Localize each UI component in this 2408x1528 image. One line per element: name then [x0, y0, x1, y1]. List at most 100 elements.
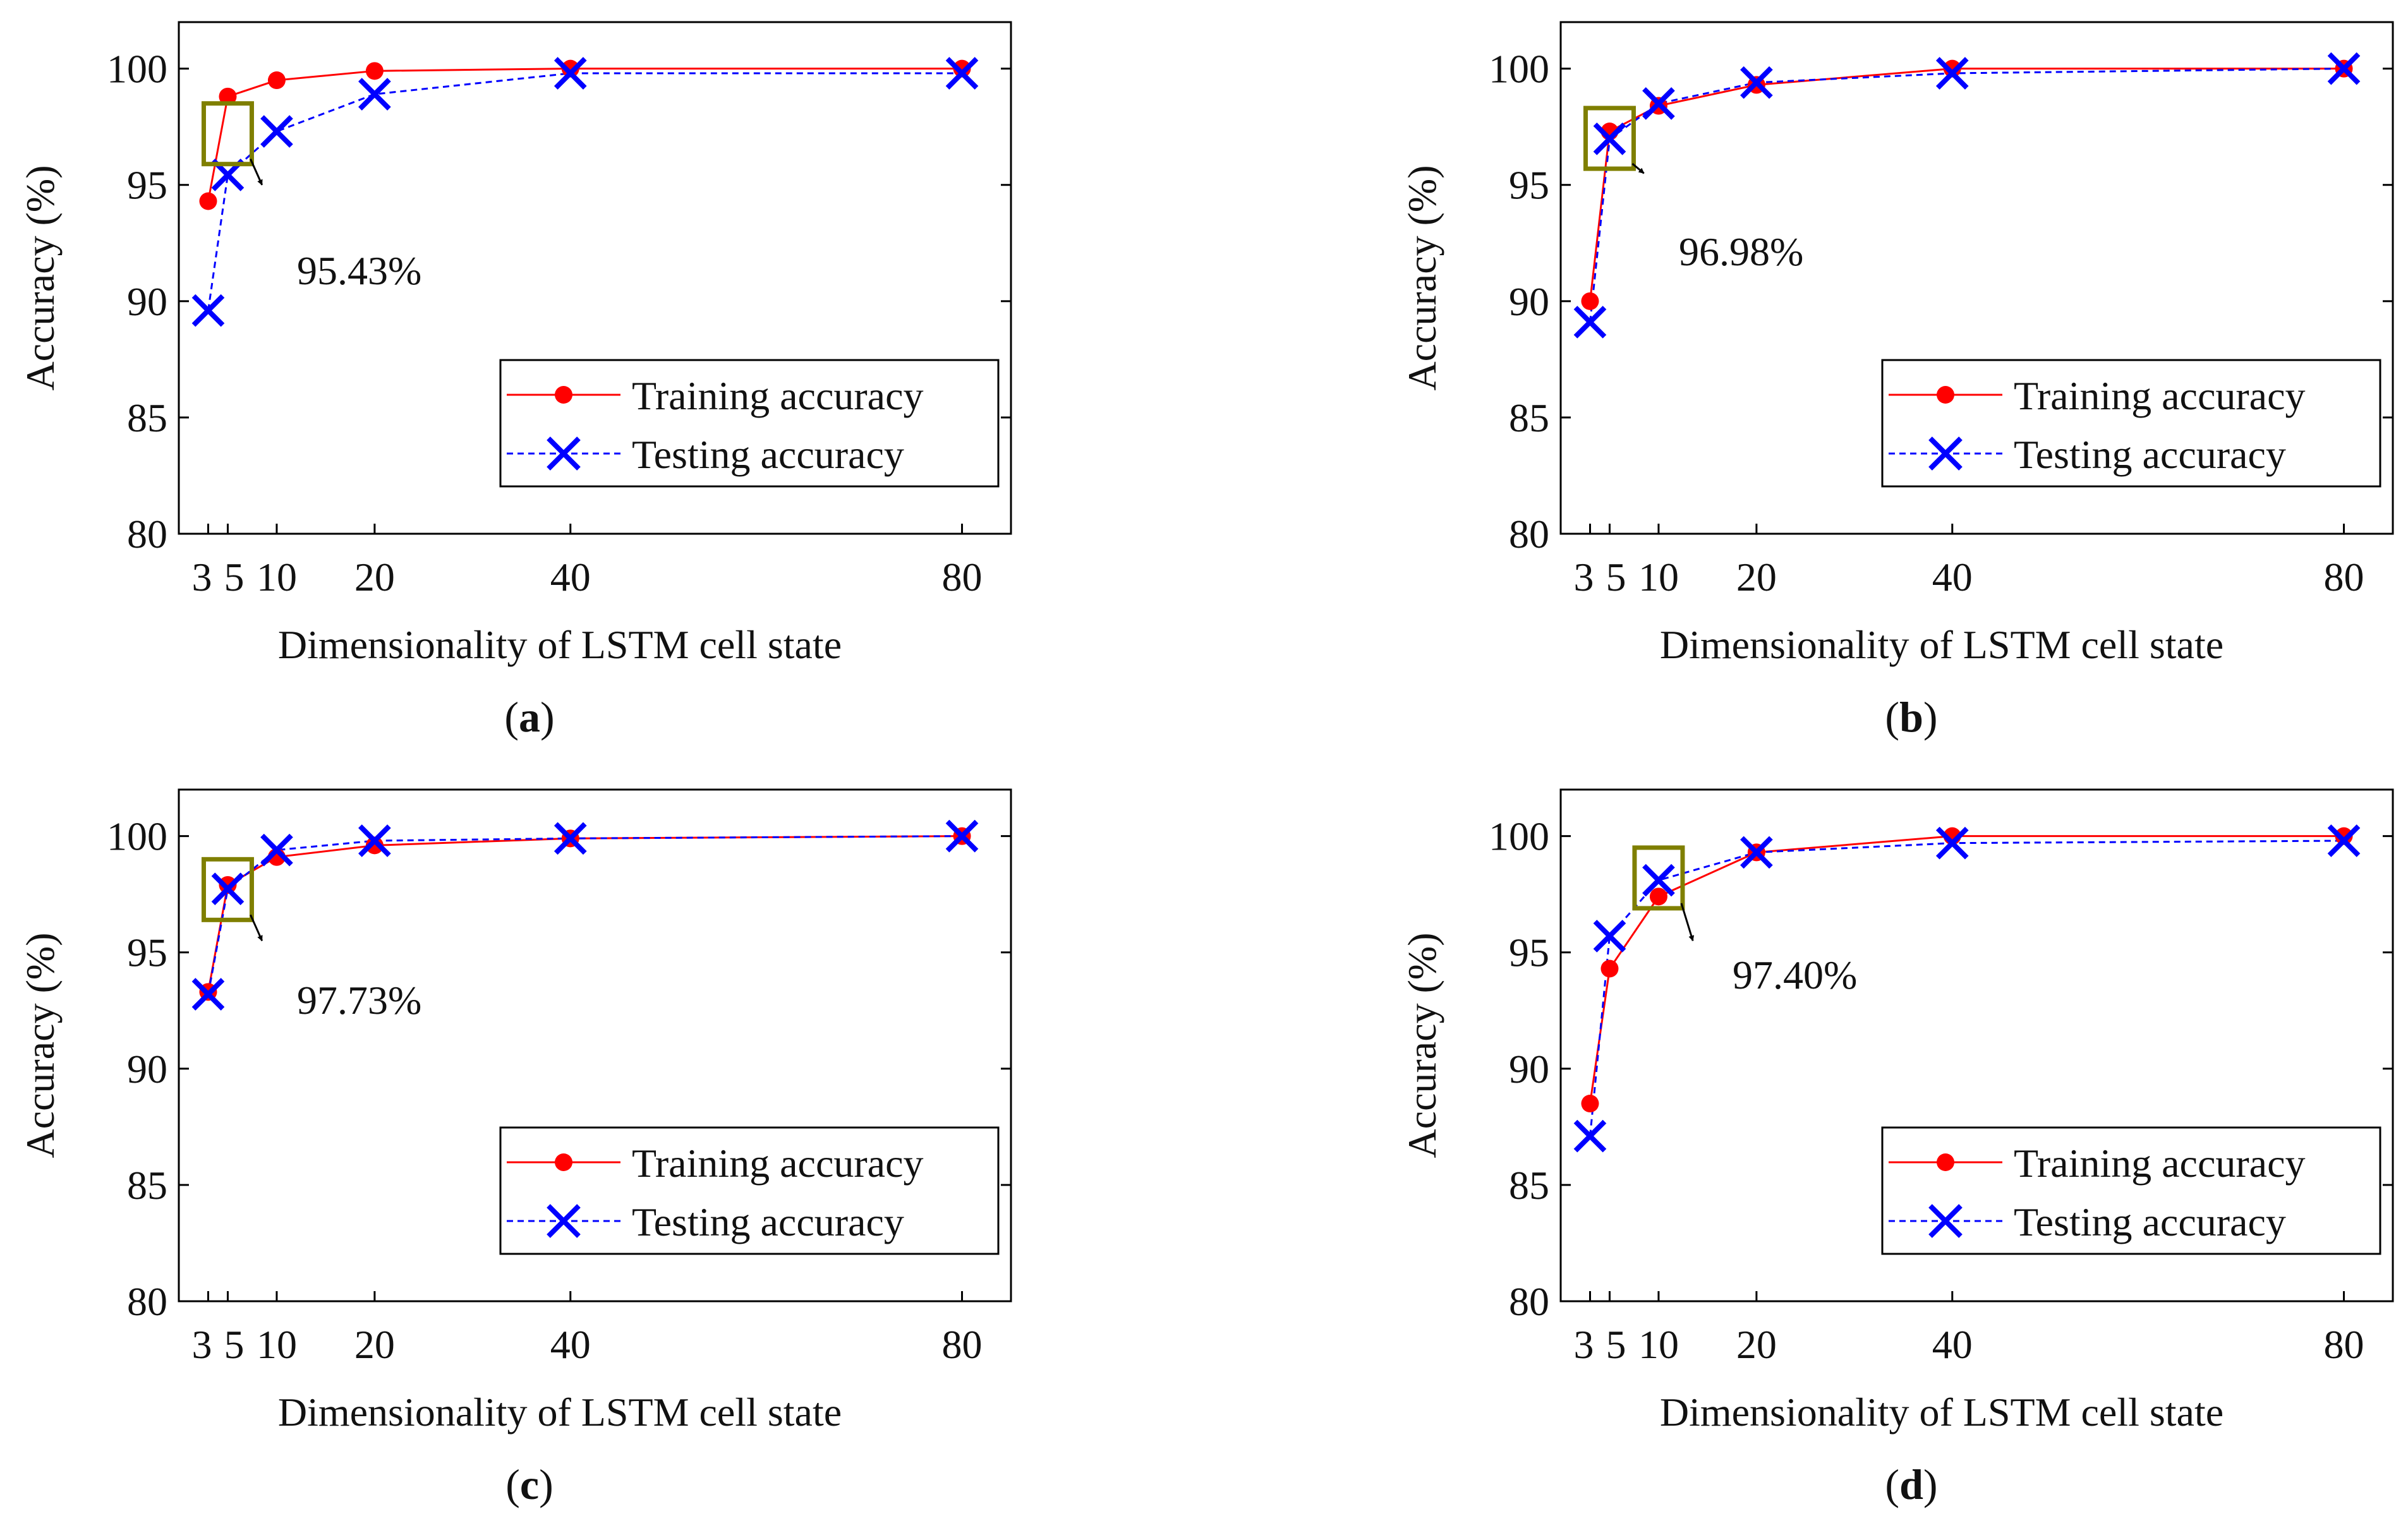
plot-layer-a: 80 85 90 95 100 3 5 10 20 40 80 — [107, 21, 1012, 599]
y-axis-label-a: Accuracy (%) — [18, 165, 63, 390]
x-tick-label-a-40: 40 — [550, 555, 591, 599]
testing-point-d-40 — [1935, 826, 1969, 860]
x-tick-label-b-40: 40 — [1932, 555, 1973, 599]
plot-layer-c: 80 85 90 95 100 3 5 10 20 40 80 — [107, 788, 1012, 1367]
y-tick-label-a-90: 90 — [127, 279, 167, 324]
legend-box-c — [499, 1126, 1000, 1255]
training-point-c-5 — [219, 875, 237, 894]
panel-b: 80 85 90 95 100 3 5 10 20 40 80 Accuracy (%) Dimen… — [1400, 21, 2394, 741]
series-line-training-d — [1588, 835, 2344, 1104]
legend-label-training-d: Training accuracy — [2014, 1141, 2305, 1186]
y-tick-label-b-100: 100 — [1489, 47, 1549, 92]
testing-point-c-10 — [260, 833, 293, 867]
series-line-training-b — [1588, 68, 2344, 301]
training-point-b-3 — [1581, 292, 1599, 310]
testing-point-a-10 — [260, 115, 293, 148]
training-point-a-5 — [219, 87, 237, 105]
y-tick-label-b-80: 80 — [1509, 512, 1549, 556]
x-axis-label-a: Dimensionality of LSTM cell state — [278, 622, 842, 667]
x-tick-label-d-5: 5 — [1606, 1322, 1626, 1367]
testing-point-d-80 — [2327, 824, 2361, 857]
series-line-testing-d — [1588, 839, 2344, 1136]
y-tick-label-a-80: 80 — [127, 512, 167, 556]
training-point-a-10 — [267, 71, 286, 90]
training-point-a-80 — [953, 59, 971, 78]
testing-point-b-3 — [1573, 306, 1607, 339]
testing-point-b-20 — [1740, 66, 1773, 99]
y-tick-label-d-85: 85 — [1509, 1163, 1549, 1208]
testing-point-c-80 — [945, 819, 979, 853]
plot-layer-b: 80 85 90 95 100 3 5 10 20 40 80 — [1489, 21, 2394, 599]
testing-point-c-5 — [211, 872, 245, 906]
caption-d: (d) — [1885, 1460, 1937, 1508]
legend-label-testing-c: Testing accuracy — [632, 1200, 904, 1244]
training-point-b-40 — [1943, 59, 1961, 78]
x-tick-label-b-5: 5 — [1606, 555, 1626, 599]
annotation-arrow-a — [250, 159, 263, 186]
legend-box-a — [499, 359, 1000, 488]
legend-d: Training accuracy Testing accuracy — [1881, 1126, 2381, 1255]
panel-d: 80 85 90 95 100 3 5 10 20 40 80 Accuracy (%) Dimen… — [1400, 788, 2394, 1508]
x-tick-label-a-3: 3 — [191, 555, 212, 599]
x-tick-label-c-10: 10 — [257, 1322, 297, 1367]
training-point-c-20 — [365, 836, 384, 855]
legend-label-testing-a: Testing accuracy — [632, 432, 904, 477]
y-tick-label-b-90: 90 — [1509, 279, 1549, 324]
testing-point-b-10 — [1642, 87, 1675, 120]
legend-box-d — [1881, 1126, 2381, 1255]
training-point-a-20 — [365, 62, 384, 80]
axes-frame-c — [178, 788, 1012, 1302]
series-line-testing-c — [207, 835, 962, 995]
caption-c: (c) — [505, 1460, 554, 1508]
legend-c: Training accuracy Testing accuracy — [499, 1126, 1000, 1255]
y-tick-label-a-85: 85 — [127, 395, 167, 440]
x-tick-label-b-3: 3 — [1573, 555, 1594, 599]
annotation-c: 97.73% — [297, 978, 421, 1023]
x-axis-label-c: Dimensionality of LSTM cell state — [278, 1390, 842, 1435]
legend-marker-testing-a — [547, 436, 581, 471]
y-tick-label-d-100: 100 — [1489, 814, 1549, 859]
x-tick-label-c-5: 5 — [224, 1322, 244, 1367]
testing-point-d-10 — [1642, 863, 1675, 897]
annotation-arrow-c — [250, 914, 263, 942]
y-axis-label-c: Accuracy (%) — [18, 932, 63, 1158]
legend-marker-training-d — [1937, 1153, 1954, 1171]
y-tick-label-c-90: 90 — [127, 1047, 167, 1092]
x-tick-label-d-3: 3 — [1573, 1322, 1594, 1367]
y-tick-label-c-85: 85 — [127, 1163, 167, 1208]
y-axis-label-b: Accuracy (%) — [1400, 165, 1444, 390]
testing-point-a-80 — [945, 57, 979, 90]
y-tick-label-d-90: 90 — [1509, 1047, 1549, 1092]
y-tick-label-a-100: 100 — [107, 47, 167, 92]
y-tick-label-c-95: 95 — [127, 930, 167, 975]
testing-point-d-3 — [1573, 1119, 1607, 1153]
y-axis-label-d: Accuracy (%) — [1400, 932, 1444, 1158]
testing-point-a-20 — [358, 78, 391, 111]
legend-marker-testing-c — [547, 1204, 581, 1238]
x-tick-label-c-80: 80 — [942, 1322, 983, 1367]
x-tick-label-a-10: 10 — [257, 555, 297, 599]
testing-point-b-5 — [1593, 122, 1626, 155]
axes-frame-b — [1559, 21, 2394, 535]
annotation-b: 96.98% — [1679, 229, 1803, 274]
series-line-training-c — [207, 835, 962, 992]
x-tick-label-d-80: 80 — [2324, 1322, 2364, 1367]
y-tick-label-b-85: 85 — [1509, 395, 1549, 440]
x-tick-label-c-40: 40 — [550, 1322, 591, 1367]
y-tick-label-a-95: 95 — [127, 163, 167, 208]
highlight-box-c — [201, 857, 254, 922]
testing-point-a-40 — [554, 57, 587, 90]
axes-frame-a — [178, 21, 1012, 535]
x-tick-label-d-40: 40 — [1932, 1322, 1973, 1367]
legend-box-b — [1881, 359, 2381, 488]
y-tick-label-c-80: 80 — [127, 1279, 167, 1324]
x-tick-label-a-80: 80 — [942, 555, 983, 599]
legend-a: Training accuracy Testing accuracy — [499, 359, 1000, 488]
x-tick-label-b-80: 80 — [2324, 555, 2364, 599]
legend-marker-training-b — [1937, 386, 1954, 404]
testing-point-c-20 — [358, 824, 391, 857]
x-tick-label-c-3: 3 — [191, 1322, 212, 1367]
caption-b: (b) — [1885, 693, 1937, 741]
legend-marker-testing-d — [1928, 1204, 1963, 1238]
legend-label-testing-b: Testing accuracy — [2014, 432, 2286, 477]
